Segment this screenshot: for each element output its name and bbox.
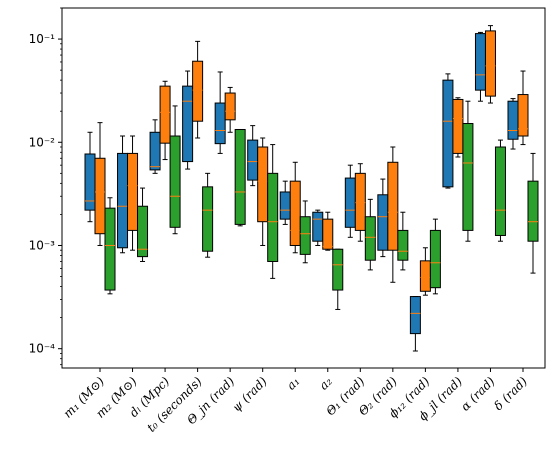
box-9-1: [387, 146, 399, 283]
box-6-2: [299, 200, 311, 264]
box-body: [344, 177, 356, 228]
box-6-1: [289, 161, 301, 254]
box-body: [267, 172, 279, 262]
box-body: [527, 180, 539, 242]
box-body: [137, 205, 149, 258]
box-3-1: [192, 40, 204, 139]
box-4-0: [214, 71, 226, 154]
y-axis: 10⁻⁴ 10⁻³ 10⁻² 10⁻¹: [29, 7, 62, 366]
box-5-2: [267, 144, 279, 279]
box-11-1: [452, 97, 464, 158]
box-body: [442, 79, 454, 188]
box-body: [117, 152, 129, 249]
box-body: [159, 85, 171, 144]
box-body: [419, 260, 431, 292]
box-10-1: [419, 247, 431, 296]
box-body: [377, 194, 389, 251]
box-body: [234, 128, 246, 225]
box-body: [279, 191, 291, 220]
box-body: [224, 92, 236, 121]
box-body: [192, 60, 204, 122]
box-body: [169, 135, 181, 228]
box-11-0: [442, 73, 454, 189]
y-tick-label-3: 10⁻¹: [29, 32, 56, 46]
box-body: [182, 85, 194, 163]
box-12-2: [494, 139, 506, 242]
box-11-2: [462, 100, 474, 242]
box-4-1: [224, 86, 236, 133]
box-body: [364, 216, 376, 261]
box-body: [149, 131, 161, 171]
box-7-0: [312, 209, 324, 246]
box-9-2: [397, 211, 409, 271]
y-tick-label-2: 10⁻²: [29, 135, 56, 149]
box-3-2: [202, 172, 214, 258]
box-body: [94, 157, 106, 235]
box-13-2: [527, 152, 539, 274]
plot-area: [84, 25, 539, 352]
box-body: [127, 152, 139, 231]
box-1-0: [117, 135, 129, 254]
box-body: [354, 172, 366, 231]
box-7-2: [332, 248, 344, 310]
box-12-1: [484, 25, 496, 104]
box-body: [104, 207, 116, 291]
box-body: [462, 123, 474, 231]
box-body: [517, 94, 529, 137]
box-1-2: [137, 187, 149, 262]
box-body: [247, 139, 259, 181]
box-body: [214, 102, 226, 145]
box-2-0: [149, 119, 161, 174]
box-body: [474, 33, 486, 91]
box-2-1: [159, 80, 171, 161]
box-body: [429, 229, 441, 289]
box-7-1: [322, 211, 334, 251]
box-8-2: [364, 198, 376, 271]
box-body: [257, 146, 269, 223]
box-body: [507, 100, 519, 140]
box-body: [484, 30, 496, 97]
box-13-1: [517, 70, 529, 146]
box-body: [322, 218, 334, 250]
box-10-2: [429, 218, 441, 295]
box-body: [289, 180, 301, 246]
box-body: [202, 186, 214, 252]
box-1-1: [127, 135, 139, 251]
box-10-0: [409, 296, 421, 352]
box-5-0: [247, 125, 259, 187]
box-body: [494, 146, 506, 236]
box-body: [452, 98, 464, 154]
box-body: [409, 296, 421, 335]
y-tick-label-0: 10⁻⁴: [29, 342, 56, 356]
box-body: [332, 248, 344, 291]
box-body: [84, 153, 96, 211]
box-body: [387, 161, 399, 251]
box-body: [299, 216, 311, 255]
axes-frame: [61, 7, 546, 369]
box-body: [312, 211, 324, 242]
box-body: [397, 229, 409, 261]
box-2-2: [169, 105, 181, 235]
box-0-1: [94, 122, 106, 246]
box-0-2: [104, 197, 116, 295]
box-3-0: [182, 70, 194, 170]
box-4-2: [234, 128, 246, 227]
y-tick-label-1: 10⁻³: [29, 238, 56, 252]
box-8-1: [354, 163, 366, 242]
